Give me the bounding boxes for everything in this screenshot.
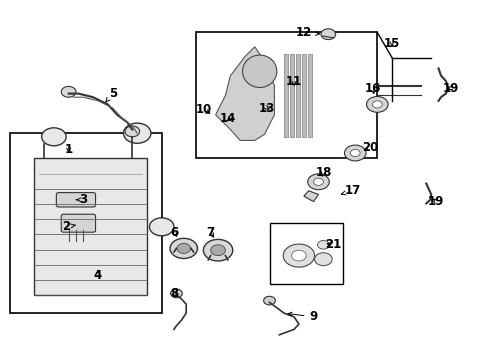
Text: 20: 20 <box>362 141 378 154</box>
Bar <box>302 54 306 137</box>
Text: 3: 3 <box>76 193 87 206</box>
FancyBboxPatch shape <box>61 214 96 232</box>
Bar <box>34 158 147 295</box>
Circle shape <box>203 239 233 261</box>
Circle shape <box>123 123 151 143</box>
Circle shape <box>344 145 366 161</box>
Text: 5: 5 <box>106 87 117 102</box>
Text: 13: 13 <box>259 102 275 114</box>
Circle shape <box>170 238 197 258</box>
Text: 15: 15 <box>384 37 400 50</box>
Text: 17: 17 <box>342 184 361 197</box>
Circle shape <box>292 250 306 261</box>
Text: 16: 16 <box>364 82 381 95</box>
Bar <box>196 32 377 158</box>
Circle shape <box>171 289 182 298</box>
FancyBboxPatch shape <box>56 193 96 207</box>
Circle shape <box>321 29 336 40</box>
Text: 21: 21 <box>325 238 342 251</box>
Circle shape <box>211 245 225 256</box>
Circle shape <box>367 96 388 112</box>
Polygon shape <box>304 191 318 202</box>
Ellipse shape <box>243 55 277 87</box>
Text: 4: 4 <box>94 269 102 282</box>
Bar <box>284 54 288 137</box>
Circle shape <box>283 244 315 267</box>
Text: 19: 19 <box>428 195 444 208</box>
Bar <box>270 223 343 284</box>
Circle shape <box>149 218 174 236</box>
Text: 14: 14 <box>220 112 236 125</box>
Circle shape <box>318 240 329 249</box>
Circle shape <box>177 243 191 253</box>
Text: 2: 2 <box>62 220 76 233</box>
Circle shape <box>372 101 382 108</box>
Circle shape <box>264 296 275 305</box>
Circle shape <box>350 149 360 157</box>
Bar <box>296 54 300 137</box>
Circle shape <box>125 126 140 137</box>
Text: 10: 10 <box>195 103 212 116</box>
Text: 1: 1 <box>65 143 73 156</box>
Circle shape <box>315 253 332 266</box>
Bar <box>308 54 312 137</box>
Text: 19: 19 <box>442 82 459 95</box>
Circle shape <box>314 178 323 185</box>
Bar <box>290 54 294 137</box>
Text: 6: 6 <box>170 226 178 239</box>
Bar <box>10 133 162 313</box>
Text: 12: 12 <box>295 26 319 39</box>
Text: 7: 7 <box>207 226 215 239</box>
Polygon shape <box>216 47 274 140</box>
Text: 8: 8 <box>170 287 178 300</box>
Circle shape <box>42 128 66 146</box>
Circle shape <box>308 174 329 190</box>
Text: 9: 9 <box>288 310 318 323</box>
Text: 18: 18 <box>315 166 332 179</box>
Text: 11: 11 <box>286 75 302 87</box>
Circle shape <box>61 86 76 97</box>
